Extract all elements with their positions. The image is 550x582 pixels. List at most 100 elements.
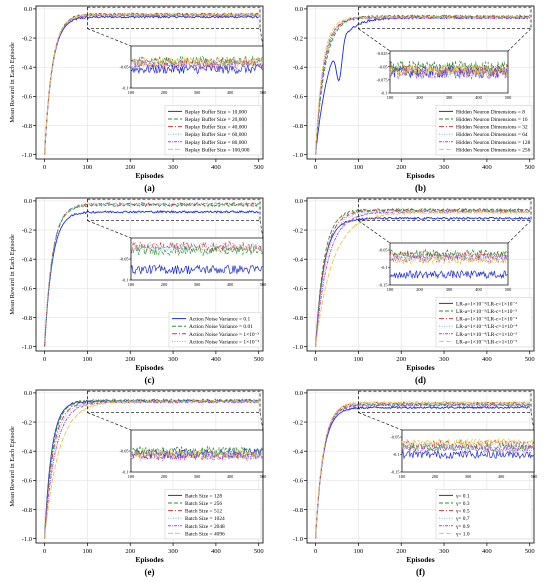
x-tick-label: 300 bbox=[439, 164, 449, 171]
series-line bbox=[44, 201, 259, 347]
legend-entry: Hidden Neuron Dimensions = 256 bbox=[456, 147, 531, 153]
x-tick-label: 0 bbox=[43, 164, 46, 171]
inset-plot: 100 200 300 400 500 -0.025 -0.05 -0.075 -0.1 bbox=[376, 50, 511, 100]
inset-x-tick-label: 300 bbox=[194, 282, 200, 287]
x-axis-label: Episodes bbox=[135, 363, 163, 372]
inset-series-line bbox=[401, 449, 534, 460]
panel-label: (d) bbox=[415, 375, 426, 385]
y-tick-label: -0.2 bbox=[22, 419, 32, 426]
legend-entry: Hidden Neuron Dimensions = 64 bbox=[456, 132, 528, 138]
x-tick-label: 300 bbox=[168, 548, 178, 555]
y-tick-label: -0.8 bbox=[293, 507, 303, 514]
inset-series-line bbox=[401, 437, 534, 447]
inset-x-tick-label: 400 bbox=[227, 474, 233, 479]
legend-entry: Replay Buffer Size = 40,000 bbox=[185, 124, 247, 131]
series-line bbox=[315, 210, 530, 347]
axes-frame bbox=[306, 5, 535, 160]
inset-x-tick-label: 100 bbox=[128, 282, 134, 287]
series-line bbox=[315, 216, 531, 347]
series-line bbox=[315, 15, 530, 155]
inset-plot: 100 200 300 400 500 -0.05 -0.1 bbox=[120, 45, 266, 95]
inset-x-tick-label: 100 bbox=[399, 474, 405, 479]
inset-series-line bbox=[389, 250, 509, 261]
inset-y-tick-label: -0.05 bbox=[120, 257, 129, 262]
panel-label: (e) bbox=[145, 567, 155, 577]
x-axis-label: Episodes bbox=[135, 171, 163, 180]
x-tick-label: 0 bbox=[314, 356, 317, 363]
legend-entry: LR-a=1×10⁻⁴/LR-c=1×10⁻⁴ bbox=[456, 324, 518, 330]
inset-x-tick-label: 500 bbox=[260, 282, 266, 287]
inset-plot: 100 200 300 400 500 -0.05 -0.1 -0.15 bbox=[391, 429, 537, 479]
legend-box bbox=[435, 105, 533, 156]
inset-y-tick-label: -0.05 bbox=[120, 65, 129, 70]
series-line bbox=[315, 15, 531, 155]
series-line bbox=[315, 210, 530, 347]
y-tick-label: -0.8 bbox=[22, 315, 32, 322]
legend-entry: Replay Buffer Size = 10,000 bbox=[185, 108, 247, 115]
legend: Replay Buffer Size = 10,000 Replay Buffer… bbox=[164, 105, 262, 156]
inset-y-tick-label: -0.05 bbox=[120, 449, 129, 454]
x-tick-label: 300 bbox=[168, 356, 178, 363]
y-axis-label: Mean Reward in Each Episode bbox=[9, 42, 16, 123]
inset-frame bbox=[401, 429, 535, 473]
inset-series-line bbox=[389, 64, 509, 77]
x-tick-label: 400 bbox=[211, 548, 221, 555]
legend-entry: Hidden Neuron Dimensions = 128 bbox=[456, 140, 531, 146]
inset-y-tick-label: -0.1 bbox=[122, 470, 129, 475]
y-tick-label: -0.6 bbox=[293, 478, 304, 485]
series-line bbox=[44, 13, 259, 155]
zoom-connector bbox=[358, 220, 391, 244]
zoom-box bbox=[87, 198, 261, 221]
legend-entry: LR-a=1×10⁻³/LR-c=1×10⁻³ bbox=[456, 309, 517, 315]
series-line bbox=[44, 203, 260, 347]
series-line bbox=[44, 13, 259, 155]
y-axis-label: Mean Reward in Each Episode bbox=[9, 426, 16, 507]
x-tick-label: 400 bbox=[482, 356, 492, 363]
inset-y-tick-label: -0.075 bbox=[376, 77, 387, 82]
inset-series-line bbox=[389, 270, 508, 280]
y-tick-label: -0.2 bbox=[22, 227, 32, 234]
legend-entry: Action Noise Variance = 0.01 bbox=[189, 324, 253, 330]
axes-frame bbox=[306, 197, 535, 352]
zoom-connector bbox=[358, 412, 403, 431]
inset-x-tick-label: 500 bbox=[505, 95, 511, 100]
x-tick-label: 200 bbox=[396, 548, 406, 555]
legend-box bbox=[435, 489, 533, 540]
y-tick-label: 0.0 bbox=[24, 6, 32, 13]
x-tick-label: 400 bbox=[482, 164, 492, 171]
inset-series-line bbox=[389, 255, 509, 266]
legend-box bbox=[164, 489, 262, 540]
zoom-connector bbox=[259, 220, 264, 239]
y-tick-label: -0.2 bbox=[293, 419, 303, 426]
y-tick-label: -0.4 bbox=[293, 449, 304, 456]
zoom-box bbox=[358, 6, 532, 29]
x-tick-label: 100 bbox=[83, 548, 93, 555]
y-tick-label: 0.0 bbox=[24, 390, 32, 397]
chart-panel: 0 100 200 300 400 500 0.0 -0.2 -0.4 -0.6 -0.8 -1.0 E… bbox=[9, 197, 266, 385]
series-line bbox=[315, 208, 530, 347]
inset-frame bbox=[389, 242, 509, 286]
chart-panel: 0 100 200 300 400 500 0.0 -0.2 -0.4 -0.6 -0.8 -1.0 E… bbox=[9, 389, 266, 577]
y-tick-label: -1.0 bbox=[22, 152, 32, 159]
inset-y-tick-label: -0.1 bbox=[122, 278, 129, 283]
chart-panel: 0 100 200 300 400 500 0.0 -0.2 -0.4 -0.6 -0.8 -1.0 E… bbox=[293, 197, 535, 385]
inset-series-line bbox=[130, 56, 264, 67]
legend-entry: Hidden Neuron Dimensions = 8 bbox=[456, 109, 525, 115]
inset-y-tick-label: -0.1 bbox=[393, 452, 400, 457]
inset-x-tick-label: 300 bbox=[465, 474, 471, 479]
y-tick-label: -0.6 bbox=[293, 94, 304, 101]
inset-plot: 100 200 300 400 500 -0.05 -0.1 bbox=[120, 237, 266, 287]
zoom-connector bbox=[259, 28, 264, 47]
x-tick-label: 300 bbox=[168, 164, 178, 171]
inset-x-tick-label: 200 bbox=[161, 282, 167, 287]
x-axis-label: Episodes bbox=[406, 363, 434, 372]
y-tick-label: -0.6 bbox=[22, 94, 33, 101]
legend-entry: γ= 0.9 bbox=[455, 524, 470, 530]
legend-entry: LR-a=1×10⁻³/LR-c=1×10⁻² bbox=[456, 301, 517, 307]
inset-series-line bbox=[130, 244, 264, 257]
inset-series-line bbox=[401, 444, 535, 455]
inset-series-line bbox=[401, 442, 535, 453]
x-tick-label: 200 bbox=[125, 356, 135, 363]
inset-y-tick-label: -0.1 bbox=[381, 265, 388, 270]
zoom-connector bbox=[259, 412, 264, 431]
